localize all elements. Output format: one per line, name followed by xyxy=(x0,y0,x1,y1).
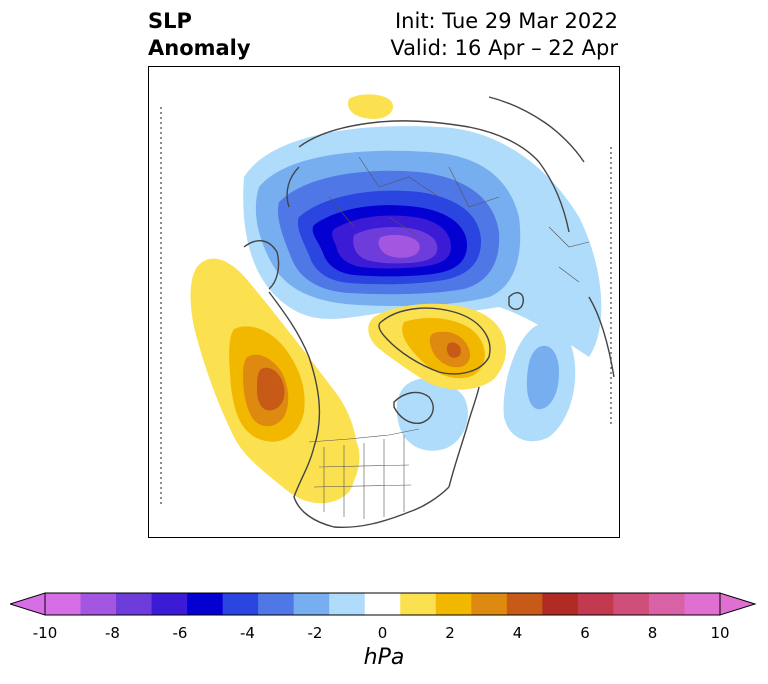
colorbar-tick-label: 2 xyxy=(445,624,455,642)
northern-eurasia-high-anomaly xyxy=(348,94,394,119)
coastlines xyxy=(243,96,615,529)
colorbar-bin xyxy=(80,593,117,615)
political-borders xyxy=(308,156,590,519)
greenland-coast xyxy=(378,307,491,375)
title-line-1: SLP xyxy=(148,9,192,33)
colorbar-unit: hPa xyxy=(363,645,405,670)
north-america-coast xyxy=(268,291,450,529)
uk-coast xyxy=(508,292,524,310)
colorbar-bin xyxy=(435,593,472,615)
colorbar-bin xyxy=(542,593,579,615)
colorbar-tick-label: -2 xyxy=(307,624,323,642)
colorbar-tick-label: 0 xyxy=(377,624,388,642)
colorbar-tick-label: 8 xyxy=(647,624,658,642)
colorbar-bin xyxy=(151,593,188,615)
colorbar-tick-label: 6 xyxy=(580,624,590,642)
anomaly-map xyxy=(148,66,620,538)
colorbar-bin xyxy=(506,593,543,615)
colorbar-tick-label: 4 xyxy=(512,624,523,642)
map-edge-coastline xyxy=(160,107,612,507)
colorbar-tick-label: -10 xyxy=(32,624,58,642)
colorbar-tick-label: -6 xyxy=(172,624,188,642)
colorbar-bin xyxy=(258,593,295,615)
alaska-coast xyxy=(243,240,280,290)
colorbar-bin xyxy=(471,593,508,615)
arctic-low-anomaly xyxy=(243,126,602,357)
greenland-high-anomaly xyxy=(368,303,506,390)
ne-pacific-high-contour-4 xyxy=(257,367,285,411)
eurasia-borders xyxy=(328,156,500,238)
colorbar-bin xyxy=(187,593,224,615)
colorbar-bin xyxy=(400,593,437,615)
siberia-coast xyxy=(488,96,585,163)
eurasia-coast xyxy=(298,120,570,233)
greenland-high-contour-4 xyxy=(446,342,461,358)
colorbar-frame xyxy=(44,592,721,616)
colorbar-bin xyxy=(364,593,401,615)
colorbar-extend-high xyxy=(719,592,757,616)
colorbar-extend-low xyxy=(10,592,46,616)
colorbar-bin xyxy=(577,593,614,615)
init-date: Init: Tue 29 Mar 2022 xyxy=(394,9,618,33)
scandinavia-coast xyxy=(286,166,300,208)
valid-dates: Valid: 16 Apr – 22 Apr xyxy=(390,36,618,60)
colorbar-bin xyxy=(329,593,366,615)
us-canada-border xyxy=(308,428,420,443)
colorbar-bin xyxy=(613,593,650,615)
colorbar-tick-label: 10 xyxy=(710,624,730,642)
north-atlantic-low-anomaly xyxy=(503,323,576,442)
colorbar-bin xyxy=(648,593,685,615)
colorbar-bins xyxy=(45,593,721,615)
colorbar-tick-label: -8 xyxy=(105,624,120,642)
map-canvas xyxy=(160,94,615,529)
date-info: Init: Tue 29 Mar 2022 Valid: 16 Apr – 22… xyxy=(390,8,618,62)
africa-coast xyxy=(588,296,615,378)
colorbar-bin xyxy=(684,593,721,615)
europe-borders xyxy=(548,226,590,283)
colorbar-bin xyxy=(45,593,82,615)
colorbar-tick-label: -4 xyxy=(240,624,255,642)
north-america-east-coast xyxy=(448,386,480,488)
colorbar-bin xyxy=(222,593,259,615)
colorbar-bin xyxy=(116,593,153,615)
eurasia-high-contour xyxy=(348,94,394,119)
arctic-low-contour-8 xyxy=(378,234,420,258)
chart-title: SLP Anomaly xyxy=(148,8,251,62)
hudson-bay xyxy=(393,391,434,424)
us-state-lines xyxy=(313,435,412,519)
title-line-2: Anomaly xyxy=(148,36,251,60)
colorbar xyxy=(10,592,757,616)
north-atlantic-low-contour-2 xyxy=(526,345,559,410)
colorbar-bin xyxy=(293,593,330,615)
